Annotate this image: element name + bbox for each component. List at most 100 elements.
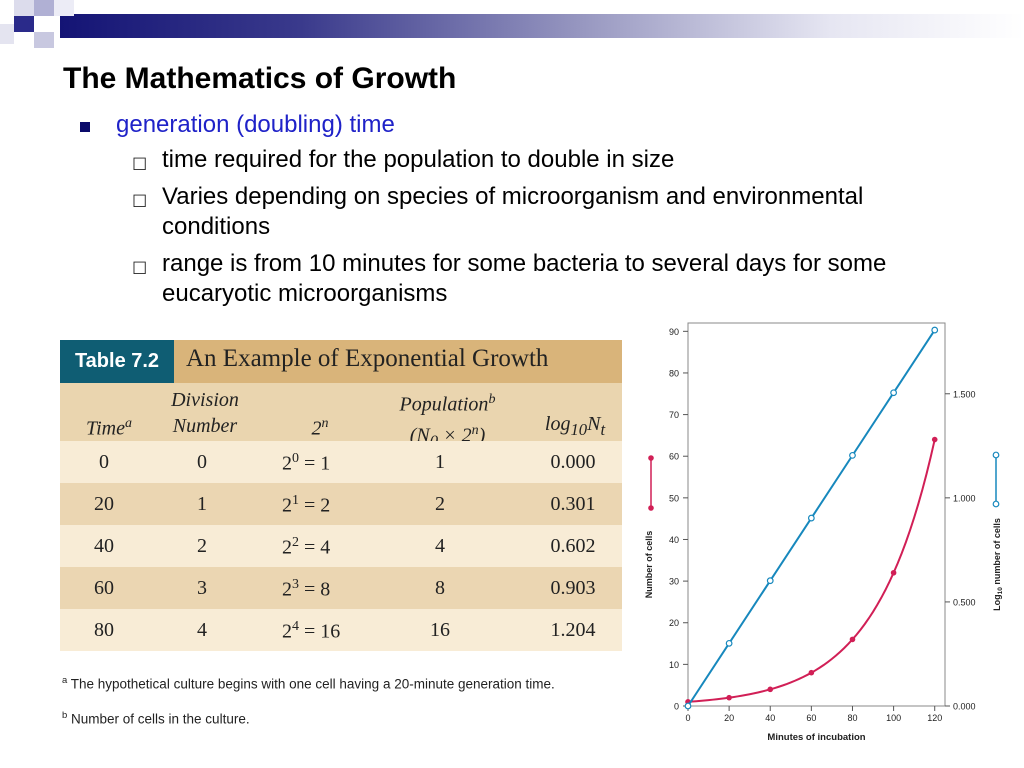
y-left-tick-label: 90: [669, 327, 679, 337]
deco-square: [0, 24, 14, 44]
data-point-number-of-cells: [808, 669, 815, 676]
square-bullet-icon: [80, 122, 90, 132]
deco-square: [34, 32, 54, 48]
cell-log: 0.000: [550, 451, 596, 473]
bullet-text: generation (doubling) time: [116, 111, 395, 138]
gradient-band: [60, 14, 1024, 38]
x-tick-label: 120: [927, 713, 942, 723]
data-point-log-cells: [931, 326, 939, 334]
growth-table: Table 7.2 An Example of Exponential Grow…: [60, 340, 622, 651]
legend-blue-marker: [992, 451, 1000, 459]
y-left-tick-label: 0: [674, 702, 679, 712]
deco-square: [14, 0, 34, 16]
col-header-division: Division Number: [171, 389, 239, 437]
cell-division: 3: [197, 577, 207, 599]
x-tick-label: 80: [847, 713, 857, 723]
y-right-axis-title: Log10 number of cells: [992, 518, 1004, 611]
cell-division: 1: [197, 493, 207, 515]
data-point-number-of-cells: [767, 686, 774, 693]
data-point-log-cells: [684, 702, 692, 710]
hollow-square-bullet-icon: ☐: [132, 192, 148, 211]
y-left-tick-label: 60: [669, 452, 679, 462]
deco-square: [34, 0, 54, 16]
x-tick-label: 0: [685, 713, 690, 723]
title-decoration-bar: [0, 0, 1024, 48]
col-header-power: 2n: [311, 416, 329, 440]
sub-bullet-text: Varies depending on species of microorga…: [162, 183, 864, 240]
x-tick-label: 100: [886, 713, 901, 723]
cell-population: 1: [435, 451, 445, 473]
y-right-tick-label: 1.500: [953, 389, 976, 399]
bullet-list: generation (doubling) time ☐ time require…: [78, 111, 978, 316]
data-point-log-cells: [725, 639, 733, 647]
data-point-log-cells: [807, 514, 815, 522]
sub-bullet-item: ☐ range is from 10 minutes for some bacte…: [116, 249, 962, 309]
table-row: 20 1 21 = 2 2 0.301: [60, 483, 622, 525]
cell-power: 24 = 16: [282, 619, 341, 643]
cell-time: 80: [94, 619, 114, 641]
hollow-square-bullet-icon: ☐: [132, 155, 148, 174]
cell-time: 0: [99, 451, 109, 473]
cell-division: 4: [197, 619, 207, 641]
cell-time: 20: [94, 493, 114, 515]
cell-power: 21 = 2: [282, 493, 331, 517]
table-row: 80 4 24 = 16 16 1.204: [60, 609, 622, 651]
slide-title: The Mathematics of Growth: [63, 62, 457, 95]
deco-square: [14, 16, 34, 32]
legend-blue-marker: [992, 500, 1000, 508]
footnote-b: b Number of cells in the culture.: [62, 710, 250, 727]
sub-bullet-item: ☐ time required for the population to dou…: [116, 145, 962, 175]
hollow-square-bullet-icon: ☐: [132, 259, 148, 278]
legend-red-marker: [648, 455, 654, 461]
y-right-tick-label: 0.500: [953, 597, 976, 607]
cell-population: 16: [430, 619, 450, 641]
data-point-log-cells: [890, 389, 898, 397]
col-header-population: Populationb(N0 × 2n): [399, 392, 496, 450]
y-right-tick-label: 0.000: [953, 702, 976, 712]
series-line-number-of-cells: [687, 439, 936, 703]
table-row: 0 0 20 = 1 1 0.000: [60, 441, 622, 483]
data-point-number-of-cells: [849, 636, 856, 643]
data-point-number-of-cells: [726, 694, 732, 701]
cell-time: 60: [94, 577, 114, 599]
x-tick-label: 40: [765, 713, 775, 723]
y-left-tick-label: 40: [669, 535, 679, 545]
cell-log: 0.301: [550, 493, 596, 515]
y-left-tick-label: 30: [669, 577, 679, 587]
table-caption: An Example of Exponential Growth: [186, 345, 549, 372]
cell-population: 4: [435, 535, 445, 557]
sub-bullet-text: time required for the population to doub…: [162, 146, 675, 173]
cell-log: 0.602: [550, 535, 596, 557]
table-number: Table 7.2: [60, 340, 174, 383]
legend-red-marker: [648, 505, 654, 511]
cell-power: 22 = 4: [282, 535, 331, 559]
data-point-number-of-cells: [931, 436, 938, 443]
cell-population: 8: [435, 577, 445, 599]
y-left-tick-label: 70: [669, 410, 679, 420]
col-header-time: Timea: [86, 416, 132, 440]
x-tick-label: 20: [724, 713, 734, 723]
sub-bullet-list: ☐ time required for the population to dou…: [116, 145, 978, 309]
y-left-tick-label: 50: [669, 493, 679, 503]
cell-division: 2: [197, 535, 207, 557]
cell-time: 40: [94, 535, 114, 557]
y-right-tick-label: 1.000: [953, 493, 976, 503]
table-header-bar: Table 7.2 An Example of Exponential Grow…: [60, 340, 622, 383]
data-point-log-cells: [766, 577, 774, 585]
col-header-log: log10Nt: [544, 413, 606, 439]
cell-log: 0.903: [550, 577, 596, 599]
data-point-number-of-cells: [890, 569, 897, 576]
growth-chart: 0 10 20 30 40 50 60 70 80 90 0.000 0.500 1.000 1.500 0…: [644, 322, 1004, 743]
x-axis-title: Minutes of incubation: [767, 732, 865, 743]
y-left-tick-label: 10: [669, 660, 679, 670]
bullet-item: generation (doubling) time ☐ time require…: [78, 111, 978, 309]
sub-bullet-text: range is from 10 minutes for some bacter…: [162, 250, 887, 307]
deco-square: [34, 16, 54, 32]
plot-frame: [687, 322, 946, 707]
deco-square: [54, 0, 74, 16]
y-left-tick-label: 80: [669, 368, 679, 378]
y-left-tick-label: 20: [669, 618, 679, 628]
cell-power: 23 = 8: [282, 577, 331, 601]
